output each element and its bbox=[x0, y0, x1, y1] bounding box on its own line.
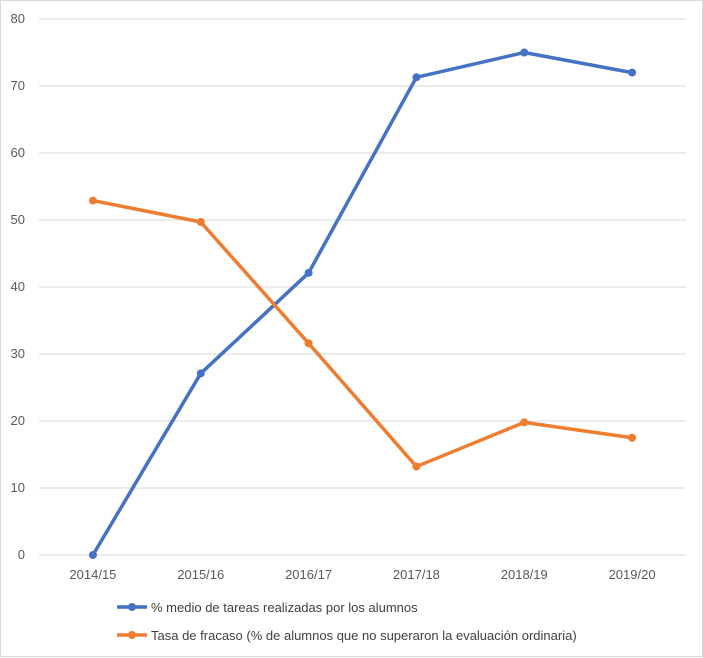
series-group bbox=[88, 48, 637, 559]
x-axis-ticks: 2014/15 2015/16 2016/17 2017/18 2018/19 2019/… bbox=[69, 567, 655, 582]
data-point bbox=[520, 48, 529, 57]
y-tick-label: 80 bbox=[11, 11, 25, 26]
legend: % medio de tareas realizadas por los alu… bbox=[117, 600, 577, 643]
data-point bbox=[628, 433, 637, 442]
x-tick-label: 2018/19 bbox=[501, 567, 548, 582]
data-point bbox=[304, 339, 313, 348]
y-tick-label: 60 bbox=[11, 145, 25, 160]
x-tick-label: 2019/20 bbox=[609, 567, 656, 582]
data-point bbox=[412, 462, 421, 471]
x-tick-label: 2016/17 bbox=[285, 567, 332, 582]
y-tick-label: 10 bbox=[11, 480, 25, 495]
x-tick-label: 2017/18 bbox=[393, 567, 440, 582]
legend-swatch-marker bbox=[128, 631, 136, 639]
data-point bbox=[88, 551, 97, 559]
x-tick-label: 2015/16 bbox=[177, 567, 224, 582]
legend-label: Tasa de fracaso (% de alumnos que no sup… bbox=[151, 628, 577, 643]
data-point bbox=[196, 369, 205, 378]
gridlines bbox=[39, 18, 686, 556]
data-point bbox=[628, 68, 637, 77]
y-tick-label: 70 bbox=[11, 78, 25, 93]
y-axis-ticks: 0 10 20 30 40 50 60 70 80 bbox=[11, 11, 25, 562]
y-tick-label: 30 bbox=[11, 346, 25, 361]
y-tick-label: 20 bbox=[11, 413, 25, 428]
y-tick-label: 0 bbox=[18, 547, 25, 562]
y-tick-label: 50 bbox=[11, 212, 25, 227]
x-tick-label: 2014/15 bbox=[69, 567, 116, 582]
data-point bbox=[88, 196, 97, 205]
data-point bbox=[196, 218, 205, 227]
legend-label: % medio de tareas realizadas por los alu… bbox=[151, 600, 418, 615]
data-point bbox=[520, 418, 529, 427]
y-tick-label: 40 bbox=[11, 279, 25, 294]
series-line-1 bbox=[91, 50, 634, 557]
data-point bbox=[412, 73, 421, 82]
data-point bbox=[304, 268, 313, 277]
series-line-2 bbox=[91, 198, 634, 469]
legend-swatch-marker bbox=[128, 603, 136, 611]
